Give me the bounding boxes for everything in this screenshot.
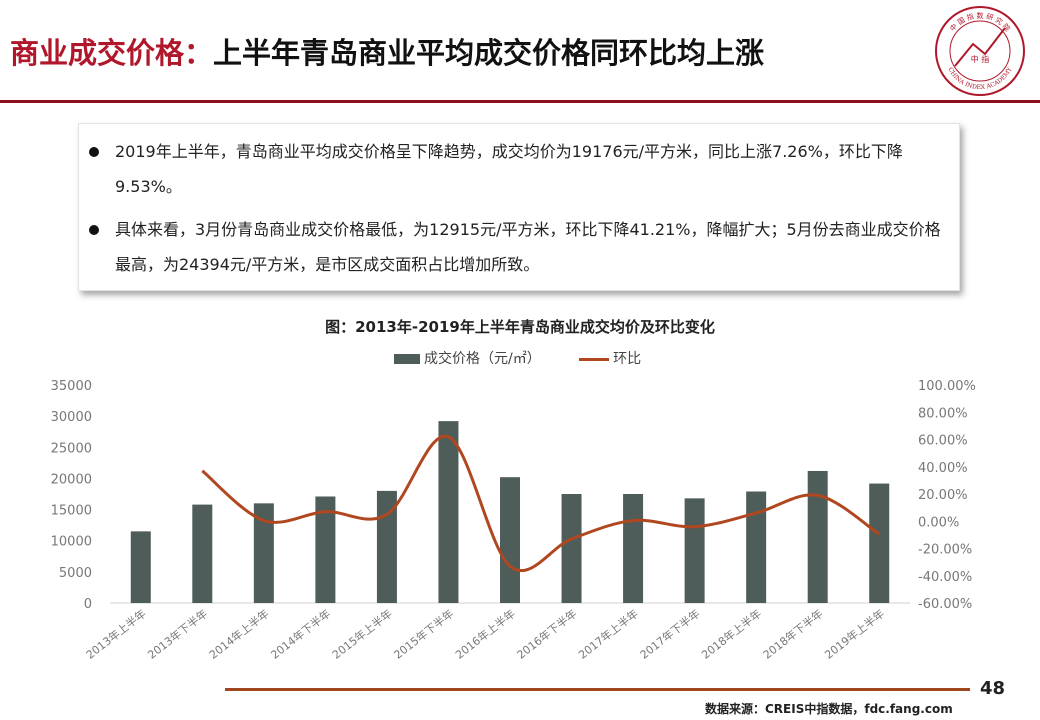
y-left-tick-label: 20000 [51,472,92,487]
x-tick-label: 2015年上半年 [329,606,394,661]
page-number: 48 [980,678,1006,699]
bar [130,531,151,603]
y-left-tick-label: 15000 [51,504,92,519]
legend-bar-swatch [394,354,420,364]
x-tick-label: 2013年下半年 [145,606,210,661]
legend-line-label: 环比 [613,351,642,367]
y-left-tick-label: 30000 [51,410,92,425]
y-right-tick-label: -60.00% [918,597,972,612]
x-tick-label: 2016年上半年 [452,606,517,661]
x-tick-label: 2018年上半年 [699,606,764,661]
y-right-tick-label: 60.00% [918,434,968,449]
legend-bar-label: 成交价格（元/㎡） [424,351,541,367]
y-right-tick-label: -20.00% [918,543,972,558]
x-tick-label: 2016年下半年 [514,606,579,661]
y-left-tick-label: 35000 [51,379,92,394]
chart-title: 图：2013年-2019年上半年青岛商业成交均价及环比变化 [325,318,715,336]
legend-line-swatch [579,357,610,361]
title-divider [0,100,1040,103]
bullet-dot-icon [89,147,99,157]
title-prefix: 商业成交价格： [10,36,214,70]
y-right-tick-label: 80.00% [918,406,968,421]
bar [807,470,828,603]
x-tick-label: 2019年上半年 [822,606,887,661]
china-index-academy-logo: 中 国 指 数 研 究 院 CHINA INDEX ACADEMY 中 指 [935,6,1025,96]
x-tick-label: 2017年下半年 [637,606,702,661]
footer-divider [225,688,970,691]
summary-box: 2019年上半年，青岛商业平均成交价格呈下降趋势，成交均价为19176元/平方米… [78,123,960,291]
x-tick-label: 2014年上半年 [206,606,271,661]
summary-bullet-1: 2019年上半年，青岛商业平均成交价格呈下降趋势，成交均价为19176元/平方米… [89,134,949,204]
y-right-tick-label: 40.00% [918,461,968,476]
x-tick-label: 2015年下半年 [391,606,456,661]
data-source: 数据来源：CREIS中指数据，fdc.fang.com [705,702,953,716]
bar [684,498,705,603]
y-left-tick-label: 10000 [51,535,92,550]
bar [253,503,274,603]
bar [561,494,582,603]
bar [315,496,336,603]
bar [500,477,520,603]
logo-center-text: 中 指 [971,54,990,64]
bar [376,490,397,603]
y-left-tick-label: 25000 [51,441,92,456]
chart-legend: 成交价格（元/㎡） 环比 [394,348,641,368]
x-tick-label: 2018年下半年 [760,606,825,661]
bar [746,491,767,603]
y-left-tick-label: 0 [84,597,92,612]
summary-bullet-text: 具体来看，3月份青岛商业成交价格最低，为12915元/平方米，环比下降41.21… [115,220,941,274]
summary-bullet-text: 2019年上半年，青岛商业平均成交价格呈下降趋势，成交均价为19176元/平方米… [115,142,903,196]
x-tick-label: 2013年上半年 [83,606,148,661]
bar [192,504,213,603]
x-tick-label: 2017年上半年 [576,606,641,661]
bar [438,421,459,603]
summary-bullet-2: 具体来看，3月份青岛商业成交价格最低，为12915元/平方米，环比下降41.21… [89,212,949,282]
y-right-tick-label: 100.00% [918,379,976,394]
bullet-dot-icon [89,225,99,235]
y-right-tick-label: -40.00% [918,570,972,585]
bar [869,483,890,603]
x-tick-label: 2014年下半年 [268,606,333,661]
y-left-tick-label: 5000 [59,566,92,581]
bar [623,494,644,603]
title-main: 上半年青岛商业平均成交价格同环比均上涨 [213,36,765,70]
series-line-huanbi [201,434,881,573]
page-title: 商业成交价格：上半年青岛商业平均成交价格同环比均上涨 [10,30,764,72]
y-right-tick-label: 20.00% [918,488,968,503]
y-right-tick-label: 0.00% [918,515,959,530]
